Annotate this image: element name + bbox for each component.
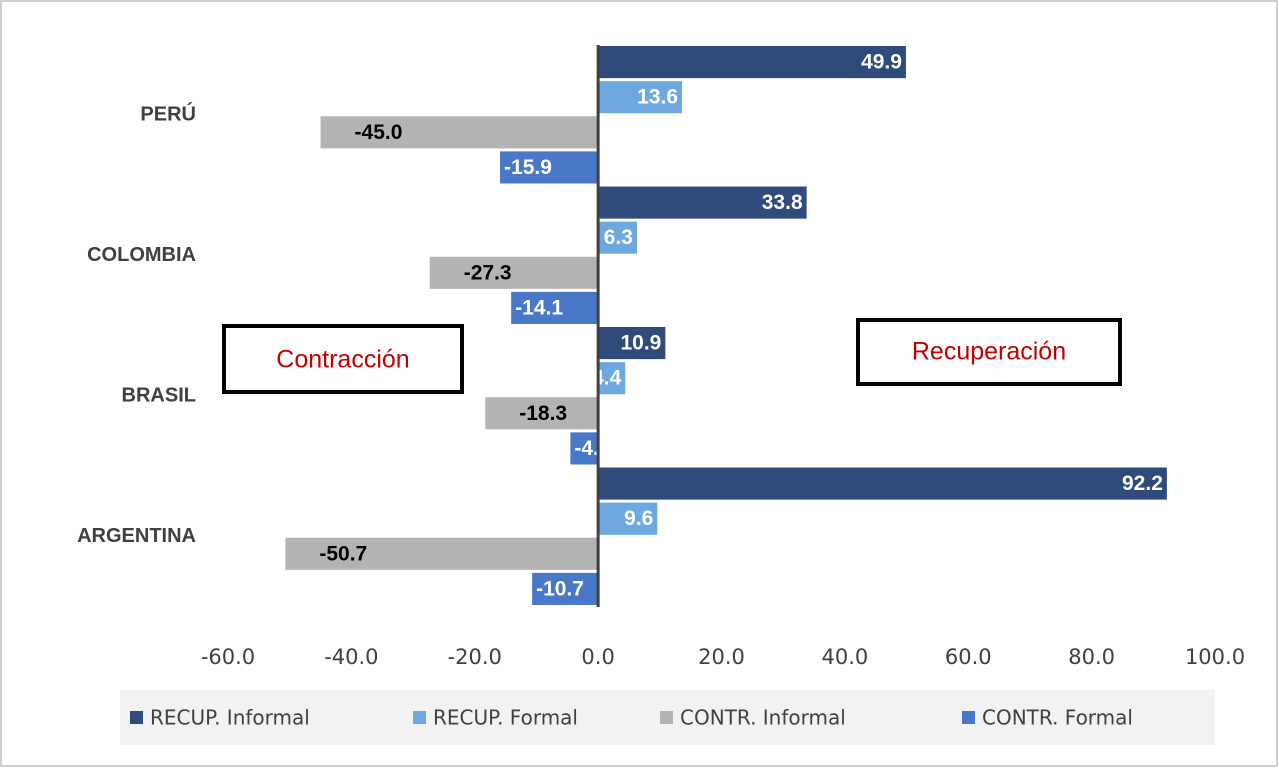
x-tick-label: -20.0: [448, 645, 502, 669]
annotation: Recuperación: [912, 338, 1066, 366]
bar: [598, 327, 666, 360]
annotation-box: [222, 324, 464, 394]
bar: [285, 537, 599, 570]
bar: [598, 46, 906, 79]
category-label: ARGENTINA: [77, 525, 196, 547]
bar: [320, 116, 599, 149]
legend-swatch: [130, 711, 143, 724]
bar: [429, 256, 599, 289]
x-tick-label: 60.0: [945, 645, 992, 669]
x-tick-label: 20.0: [698, 645, 745, 669]
legend-swatch: [962, 711, 975, 724]
value-label: -10.7: [536, 577, 584, 600]
value-label: -15.9: [504, 156, 552, 179]
bar: [511, 291, 599, 324]
value-label: -14.1: [515, 296, 563, 319]
value-label: 10.9: [620, 332, 661, 355]
annotation: Contracción: [276, 346, 409, 374]
x-tick-label: -40.0: [324, 645, 378, 669]
value-label: -50.7: [319, 542, 367, 565]
x-tick-label: 40.0: [821, 645, 868, 669]
bar: [598, 221, 637, 254]
value-label: -4.5: [574, 437, 611, 460]
value-label: 9.6: [624, 507, 653, 530]
legend-swatch: [413, 711, 426, 724]
value-label: 6.3: [604, 226, 633, 249]
bar: [598, 467, 1167, 500]
legend-label: CONTR. Formal: [982, 706, 1133, 730]
bar: [598, 362, 626, 395]
category-label: PERÚ: [140, 102, 196, 126]
x-tick-label: 0.0: [581, 645, 614, 669]
x-tick-label: 80.0: [1068, 645, 1115, 669]
bar: [532, 572, 599, 605]
value-label: 4.4: [592, 367, 622, 390]
x-tick-label: -60.0: [201, 645, 255, 669]
legend-label: RECUP. Formal: [433, 706, 578, 730]
bar: [598, 502, 658, 535]
value-label: 92.2: [1122, 472, 1163, 495]
legend-swatch: [660, 711, 673, 724]
annotation-box: [856, 318, 1122, 386]
legend-label: RECUP. Informal: [150, 706, 310, 730]
bar: [598, 186, 807, 219]
x-tick-label: 100.0: [1185, 645, 1245, 669]
value-label: 49.9: [861, 51, 902, 74]
value-label: 13.6: [637, 86, 678, 109]
value-label: -18.3: [519, 402, 567, 425]
category-label: COLOMBIA: [87, 244, 196, 266]
value-label: -27.3: [464, 261, 512, 284]
bar: [485, 397, 599, 430]
bar: [598, 81, 683, 114]
value-label: 33.8: [762, 191, 803, 214]
bar: [500, 151, 599, 184]
legend-label: CONTR. Informal: [680, 706, 846, 730]
category-label: BRASIL: [122, 385, 196, 407]
bar: [570, 432, 599, 465]
value-label: -45.0: [355, 121, 403, 144]
